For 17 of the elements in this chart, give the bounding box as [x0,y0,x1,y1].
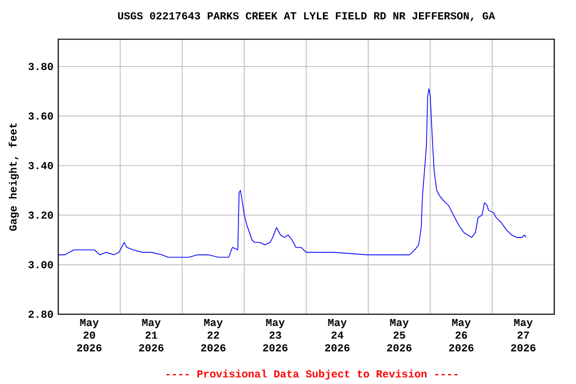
y-tick-label: 3.40 [28,162,53,170]
x-tick-label: May 27 2026 [511,318,536,352]
x-tick-label: May 22 2026 [201,318,226,352]
x-tick-label: May 20 2026 [77,318,102,352]
y-tick-label: 3.20 [28,212,53,219]
x-tick-label: May 23 2026 [263,318,288,352]
x-tick-label: May 21 2026 [139,318,164,352]
y-tick-label: 2.80 [28,310,53,318]
y-tick-label: 3.60 [28,112,53,120]
y-tick-label: 3.80 [28,62,53,70]
x-tick-label: May 24 2026 [325,318,350,352]
x-tick-label: May 25 2026 [387,318,412,352]
text: ---- Provisional Data Subject to Revision ---- [166,370,458,380]
x-tick-label: May 26 2026 [449,318,474,352]
y-tick-label: 3.00 [28,261,53,268]
y-axis-title: Gage height, feet [8,123,19,231]
chart-title: USGS 02217643 PARKS CREEK AT LYLE FIELD RD NR JEFFERSON, GA [118,12,496,22]
